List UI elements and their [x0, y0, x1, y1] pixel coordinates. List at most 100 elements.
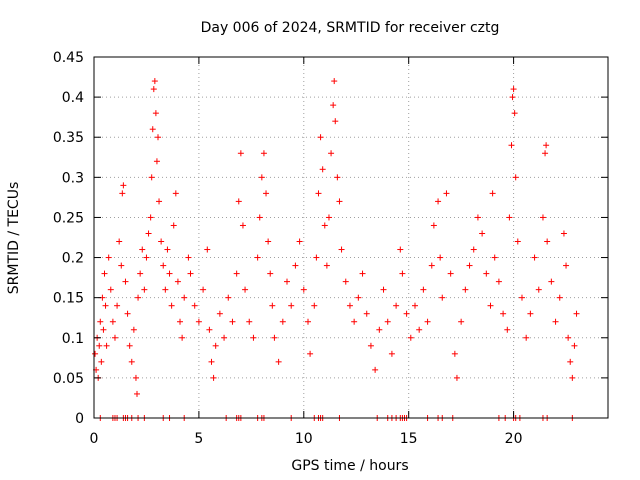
data-point — [491, 254, 498, 261]
data-point — [319, 166, 326, 173]
data-point — [119, 190, 126, 197]
data-point — [367, 342, 374, 349]
y-tick-label: 0.05 — [53, 371, 84, 387]
data-point — [195, 318, 202, 325]
data-point — [543, 142, 550, 149]
data-point — [474, 214, 481, 221]
data-point — [430, 222, 437, 229]
data-point — [384, 318, 391, 325]
data-point — [510, 86, 517, 93]
data-point — [130, 326, 137, 333]
data-point — [103, 342, 110, 349]
x-tick-label: 20 — [505, 431, 523, 447]
data-point — [204, 246, 211, 253]
y-tick-labels: 0 0.05 0.1 0.15 0.2 0.25 0.3 0.35 0.4 0.45 — [53, 50, 84, 427]
data-point — [458, 318, 465, 325]
data-point — [101, 270, 108, 277]
data-point — [573, 310, 580, 317]
data-point — [514, 238, 521, 245]
data-point — [321, 222, 328, 229]
data-point — [242, 286, 249, 293]
data-point — [359, 270, 366, 277]
data-point — [153, 158, 160, 165]
y-tick-label: 0.45 — [53, 50, 84, 66]
data-point — [307, 350, 314, 357]
data-point — [279, 318, 286, 325]
data-point — [284, 278, 291, 285]
data-point — [141, 286, 148, 293]
grid-lines — [94, 57, 608, 418]
data-point — [372, 366, 379, 373]
data-point — [411, 302, 418, 309]
data-point — [542, 150, 549, 157]
data-point — [122, 278, 129, 285]
data-point — [346, 302, 353, 309]
x-tick-label: 15 — [400, 431, 418, 447]
data-point — [210, 374, 217, 381]
data-point — [416, 326, 423, 333]
data-point — [235, 198, 242, 205]
data-point — [158, 238, 165, 245]
data-point — [168, 302, 175, 309]
data-point — [518, 294, 525, 301]
data-point — [208, 358, 215, 365]
x-tick-label: 5 — [194, 431, 203, 447]
x-axis-label: GPS time / hours — [291, 458, 408, 474]
x-tick-label: 0 — [90, 431, 99, 447]
data-point — [200, 286, 207, 293]
data-point — [393, 302, 400, 309]
data-point — [114, 302, 121, 309]
data-point — [331, 78, 338, 85]
data-point — [107, 286, 114, 293]
data-point — [154, 134, 161, 141]
data-point — [466, 262, 473, 269]
data-point — [160, 262, 167, 269]
data-point — [126, 342, 133, 349]
data-point — [98, 358, 105, 365]
data-point — [105, 254, 112, 261]
data-point — [181, 294, 188, 301]
data-point — [527, 310, 534, 317]
data-point — [315, 190, 322, 197]
data-point — [256, 214, 263, 221]
data-point — [164, 246, 171, 253]
data-point — [187, 270, 194, 277]
data-point — [132, 374, 139, 381]
data-point — [162, 286, 169, 293]
data-point — [111, 334, 118, 341]
data-point — [185, 254, 192, 261]
data-point — [569, 374, 576, 381]
data-point — [120, 182, 127, 189]
data-point — [151, 78, 158, 85]
data-point — [258, 174, 265, 181]
y-tick-label: 0.4 — [62, 90, 84, 106]
data-point — [139, 246, 146, 253]
data-point — [325, 214, 332, 221]
data-point — [336, 198, 343, 205]
data-point — [304, 318, 311, 325]
data-point — [206, 326, 213, 333]
data-point — [334, 174, 341, 181]
data-point — [311, 302, 318, 309]
data-point — [148, 174, 155, 181]
data-point — [296, 238, 303, 245]
data-point — [506, 214, 513, 221]
data-point — [128, 358, 135, 365]
y-tick-label: 0.2 — [62, 251, 84, 267]
data-point — [124, 310, 131, 317]
data-point — [556, 294, 563, 301]
data-point — [269, 302, 276, 309]
x-tick-label: 10 — [295, 431, 313, 447]
data-point — [116, 238, 123, 245]
y-tick-label: 0.15 — [53, 291, 84, 307]
data-point — [483, 270, 490, 277]
data-point — [92, 350, 99, 357]
data-points — [92, 78, 580, 397]
data-point — [479, 230, 486, 237]
data-point — [451, 350, 458, 357]
data-point — [552, 318, 559, 325]
data-point — [508, 142, 515, 149]
y-tick-label: 0.35 — [53, 130, 84, 146]
data-point — [166, 270, 173, 277]
